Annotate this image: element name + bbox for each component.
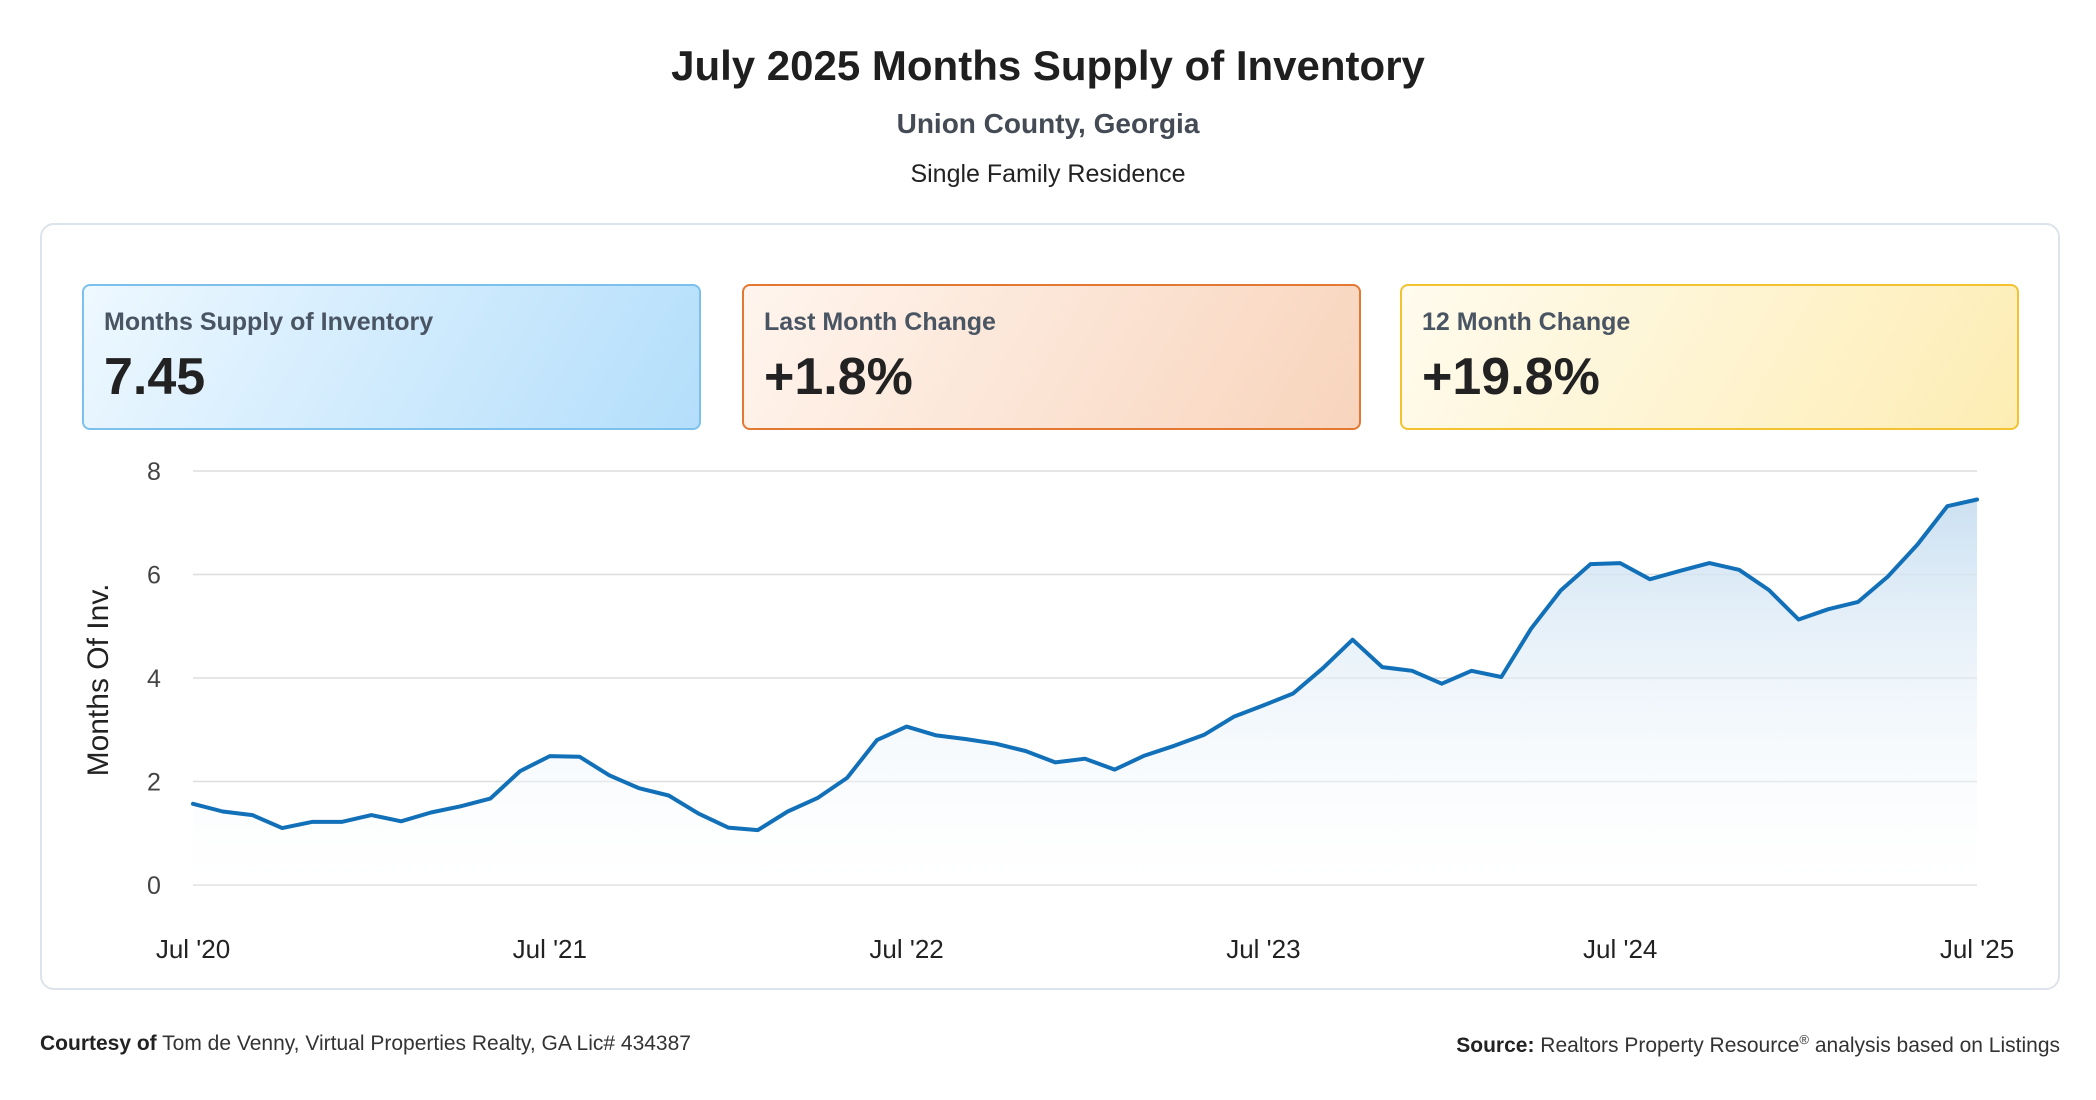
courtesy-text: Tom de Venny, Virtual Properties Realty,… [162,1032,691,1055]
y-axis-label: Months Of Inv. [82,584,115,777]
x-tick-label: Jul '23 [1226,934,1300,964]
stat-card-months-supply: Months Supply of Inventory 7.45 [82,284,701,430]
stat-card-12-month-change: 12 Month Change +19.8% [1400,284,2019,430]
stat-card-label: 12 Month Change [1422,308,1631,336]
source-text: Realtors Property Resource [1540,1034,1800,1057]
source-label: Source: [1456,1034,1535,1057]
courtesy-footer: Courtesy of Tom de Venny, Virtual Proper… [40,1032,691,1056]
series-line [191,497,1979,833]
source-footer: Source: Realtors Property Resource® anal… [1456,1032,2060,1058]
x-tick-label: Jul '22 [869,934,943,964]
chart-title: July 2025 Months Supply of Inventory [671,42,1425,89]
line-chart: 0 2 4 6 8 Jul '20 Jul '21 Jul '22 Jul '23 Jul '2… [82,458,2014,964]
y-tick-label: 2 [147,769,161,797]
x-tick-label: Jul '20 [156,934,230,964]
x-tick-label: Jul '25 [1940,934,2014,964]
chart-subtitle-location: Union County, Georgia [896,108,1200,139]
courtesy-label: Courtesy of [40,1032,157,1055]
x-tick-label: Jul '21 [513,934,587,964]
x-tick-label: Jul '24 [1583,934,1657,964]
y-tick-label: 8 [147,458,161,486]
stat-card-label: Last Month Change [764,308,996,336]
stat-card-value: +1.8% [764,348,913,406]
stat-card-value: 7.45 [104,348,206,406]
series-area [193,499,1977,885]
stat-card-last-month-change: Last Month Change +1.8% [742,284,1361,430]
source-text-suffix: analysis based on Listings [1814,1034,2060,1057]
stat-card-value: +19.8% [1422,348,1600,406]
stat-card-label: Months Supply of Inventory [104,308,434,336]
registered-mark: ® [1799,1032,1809,1047]
chart-subtitle-property-type: Single Family Residence [910,160,1186,188]
y-tick-label: 6 [147,562,161,590]
y-tick-label: 4 [147,665,161,693]
y-tick-label: 0 [147,872,161,900]
